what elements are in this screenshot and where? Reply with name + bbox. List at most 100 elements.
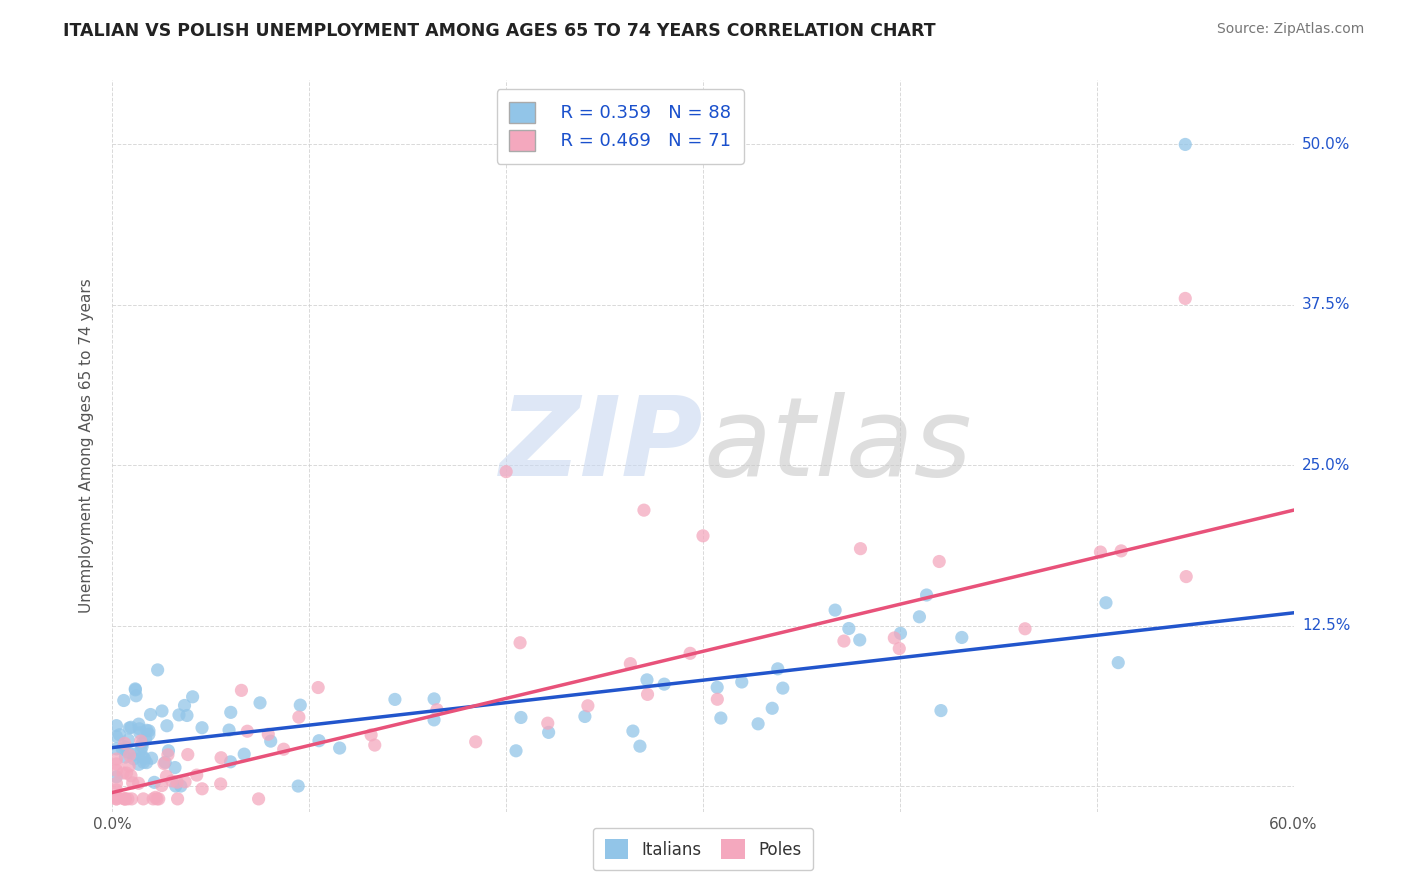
Point xyxy=(209,750,232,764)
Point xyxy=(889,626,911,640)
Point xyxy=(706,681,728,695)
Point xyxy=(105,770,128,784)
Point xyxy=(360,728,382,742)
Point xyxy=(105,730,128,744)
Point xyxy=(134,751,156,765)
Point xyxy=(120,769,142,783)
Point xyxy=(747,716,769,731)
Point xyxy=(114,792,136,806)
Point xyxy=(619,657,641,671)
Point xyxy=(135,731,157,746)
Text: 12.5%: 12.5% xyxy=(1302,618,1350,633)
Point xyxy=(236,724,259,739)
Point xyxy=(105,718,128,732)
Point xyxy=(150,704,173,718)
Point xyxy=(105,783,128,797)
Point xyxy=(121,792,143,806)
Point xyxy=(157,744,180,758)
Text: 25.0%: 25.0% xyxy=(1302,458,1350,473)
Point xyxy=(146,663,169,677)
Point xyxy=(426,703,449,717)
Text: ZIP: ZIP xyxy=(499,392,703,500)
Text: Source: ZipAtlas.com: Source: ZipAtlas.com xyxy=(1216,22,1364,37)
Point xyxy=(150,779,173,793)
Point xyxy=(384,692,406,706)
Point xyxy=(287,779,309,793)
Point xyxy=(166,792,188,806)
Point xyxy=(166,775,188,789)
Point xyxy=(135,723,157,738)
Point xyxy=(165,779,187,793)
Point xyxy=(105,790,128,805)
Point xyxy=(163,760,186,774)
Point xyxy=(124,681,146,696)
Point xyxy=(308,733,330,747)
Point xyxy=(260,734,283,748)
Point xyxy=(576,698,599,713)
Point xyxy=(112,792,135,806)
Point xyxy=(832,634,855,648)
Point xyxy=(156,747,179,762)
Point xyxy=(118,759,141,773)
Point xyxy=(247,792,270,806)
Point xyxy=(495,465,517,479)
Y-axis label: Unemployment Among Ages 65 to 74 years: Unemployment Among Ages 65 to 74 years xyxy=(79,278,94,614)
Point xyxy=(288,710,311,724)
Point xyxy=(117,745,139,759)
Point xyxy=(191,781,214,796)
Point xyxy=(132,749,155,764)
Point xyxy=(1174,137,1197,152)
Point xyxy=(915,588,938,602)
Point xyxy=(124,747,146,762)
Point xyxy=(167,707,190,722)
Point xyxy=(112,739,135,754)
Point xyxy=(329,741,352,756)
Point xyxy=(186,768,208,782)
Point xyxy=(131,739,153,754)
Point xyxy=(143,775,166,789)
Point xyxy=(170,779,193,793)
Text: 50.0%: 50.0% xyxy=(1302,137,1350,152)
Point xyxy=(132,756,155,770)
Point xyxy=(219,706,242,720)
Point xyxy=(114,736,136,750)
Point xyxy=(121,776,143,790)
Point xyxy=(464,735,486,749)
Point xyxy=(423,713,446,727)
Point xyxy=(621,724,644,739)
Point xyxy=(692,529,714,543)
Point xyxy=(111,742,134,756)
Point xyxy=(710,711,733,725)
Point xyxy=(108,728,131,742)
Point xyxy=(153,756,176,770)
Point xyxy=(273,742,295,756)
Point xyxy=(112,766,135,780)
Point xyxy=(105,742,128,756)
Point xyxy=(115,766,138,780)
Point xyxy=(257,727,280,741)
Point xyxy=(174,774,197,789)
Point xyxy=(155,769,177,783)
Point xyxy=(145,790,167,805)
Point xyxy=(950,631,973,645)
Point xyxy=(628,739,651,754)
Point xyxy=(191,721,214,735)
Point xyxy=(1095,596,1118,610)
Point xyxy=(128,717,150,731)
Point xyxy=(160,773,183,788)
Point xyxy=(124,682,146,697)
Point xyxy=(122,752,145,766)
Point xyxy=(105,776,128,790)
Point xyxy=(307,681,329,695)
Point xyxy=(153,756,176,771)
Point xyxy=(118,721,141,735)
Point xyxy=(177,747,200,762)
Point xyxy=(218,723,240,737)
Point xyxy=(138,723,160,738)
Point xyxy=(173,698,195,713)
Point xyxy=(849,541,872,556)
Point xyxy=(706,692,728,706)
Point xyxy=(141,751,163,765)
Point xyxy=(652,677,675,691)
Point xyxy=(105,764,128,778)
